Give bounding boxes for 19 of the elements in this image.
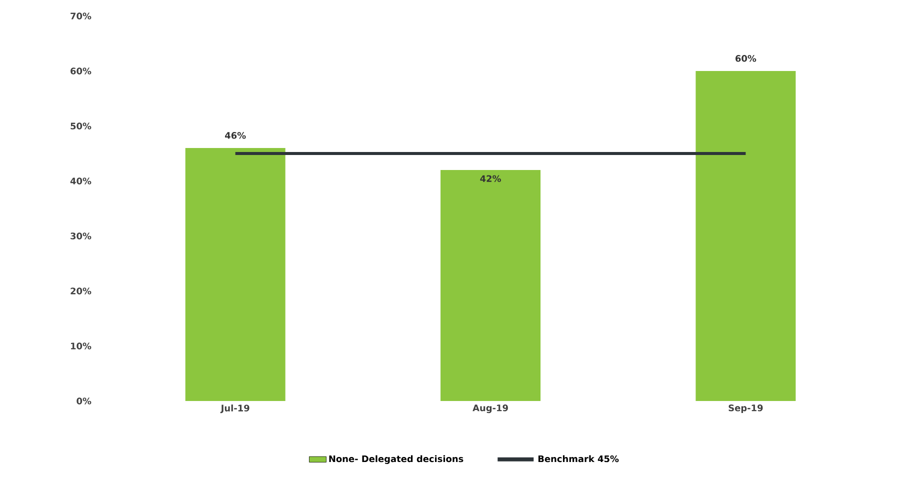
y-tick-label: 40% [70,178,92,184]
y-tick-label: 0% [76,398,92,404]
y-tick-label: 20% [70,288,92,294]
y-tick-label: 30% [70,232,92,240]
y-tick-label: 10% [71,342,92,350]
data-label: 42% [480,175,501,182]
data-label: 60% [736,55,756,62]
y-tick-label: 60% [70,68,92,74]
x-tick-label: Sep-19 [728,404,763,414]
bar [440,170,541,401]
legend-label: None- Delegated decisions [329,455,464,464]
y-tick-label: 70% [70,12,92,20]
x-tick-label: Jul-19 [220,404,250,414]
y-tick-label: 50% [70,122,92,130]
x-tick-label: Aug-19 [472,404,508,414]
bar [185,148,286,401]
bar [696,71,796,401]
data-label: 46% [225,132,246,139]
legend-label: Benchmark 45% [538,455,619,462]
